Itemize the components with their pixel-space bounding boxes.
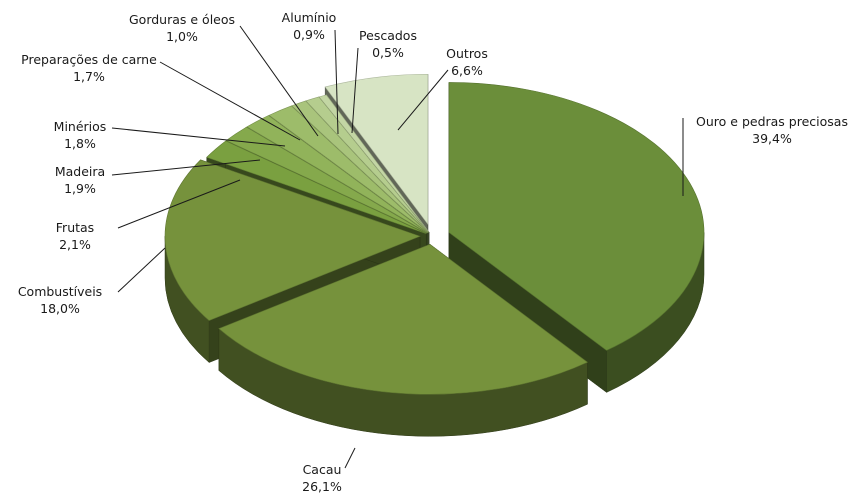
label-minerios-value: 1,8% xyxy=(64,136,96,151)
slice-top xyxy=(305,96,430,233)
label-preparacoes-name: Preparações de carne xyxy=(21,52,157,67)
slice-top xyxy=(164,159,421,321)
label-gorduras-name: Gorduras e óleos xyxy=(129,12,235,27)
slice-top xyxy=(324,73,429,226)
slice-labels: Ouro e pedras preciosas 39,4% Cacau 26,1… xyxy=(18,10,848,494)
label-madeira-name: Madeira xyxy=(55,164,105,179)
label-ouro-name: Ouro e pedras preciosas xyxy=(696,114,848,129)
label-cacau-value: 26,1% xyxy=(302,479,342,494)
leader-aluminio xyxy=(334,29,339,135)
slice-top xyxy=(448,82,705,351)
label-outros-name: Outros xyxy=(446,46,488,61)
label-aluminio-value: 0,9% xyxy=(293,27,325,42)
label-frutas-name: Frutas xyxy=(56,220,94,235)
label-gorduras-value: 1,0% xyxy=(166,29,198,44)
leader-gorduras-e-oleos xyxy=(239,25,319,137)
label-pescados-name: Pescados xyxy=(359,28,417,43)
leader-madeira xyxy=(111,159,261,176)
slice-top xyxy=(246,115,428,234)
label-combustiveis-value: 18,0% xyxy=(40,301,80,316)
slice-top xyxy=(225,126,427,234)
leader-minerios xyxy=(111,127,286,147)
label-pescados-value: 0,5% xyxy=(372,45,404,60)
label-outros-value: 6,6% xyxy=(451,63,483,78)
label-cacau-name: Cacau xyxy=(303,462,342,477)
slice-cacau xyxy=(218,243,588,437)
slice-top xyxy=(291,100,429,233)
leader-preparacoes-de-carne xyxy=(159,61,301,141)
label-combustiveis-name: Combustíveis xyxy=(18,284,102,299)
slice-top xyxy=(268,105,429,233)
pie-slices xyxy=(164,73,705,437)
label-preparacoes-value: 1,7% xyxy=(73,69,105,84)
label-aluminio-name: Alumínio xyxy=(282,10,337,25)
leader-combustiveis xyxy=(117,247,166,293)
label-minerios-name: Minérios xyxy=(54,119,107,134)
label-ouro-value: 39,4% xyxy=(752,131,792,146)
leader-frutas xyxy=(117,179,241,229)
slice-top xyxy=(206,140,427,234)
leader-cacau xyxy=(344,447,356,469)
leader-outros xyxy=(397,69,449,131)
leader-lines xyxy=(111,25,684,469)
label-madeira-value: 1,9% xyxy=(64,181,96,196)
slice-top xyxy=(218,243,588,395)
label-frutas-value: 2,1% xyxy=(59,237,91,252)
leader-pescados xyxy=(351,47,359,134)
